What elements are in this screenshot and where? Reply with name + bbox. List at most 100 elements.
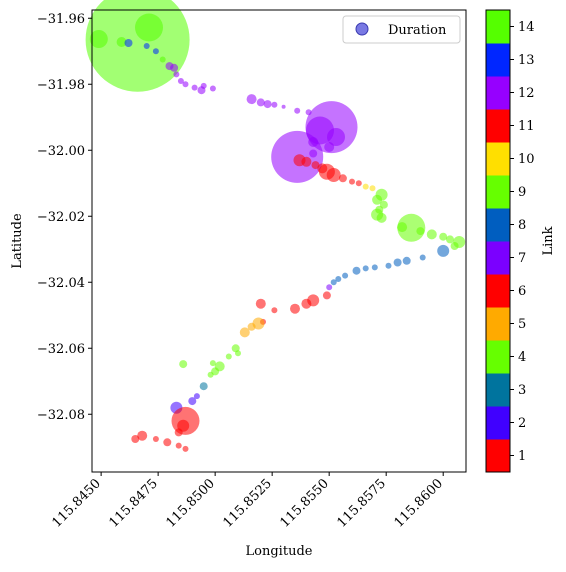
colorbar — [486, 10, 510, 473]
data-point — [173, 71, 180, 78]
data-point — [247, 322, 256, 331]
data-point — [385, 262, 392, 269]
colorbar-segment — [486, 142, 510, 176]
data-point — [349, 178, 355, 185]
y-tick-label: −32.06 — [37, 342, 85, 357]
colorbar-segment — [486, 208, 510, 242]
data-point — [135, 13, 163, 42]
data-point — [200, 82, 207, 89]
y-tick-label: −31.98 — [37, 78, 85, 93]
data-point — [322, 291, 331, 300]
data-point — [419, 254, 426, 261]
data-point — [376, 212, 387, 223]
colorbar-segment — [486, 439, 510, 473]
colorbar-tick-label: 3 — [518, 383, 526, 398]
colorbar-segment — [486, 76, 510, 110]
x-tick-label: 115.8550 — [278, 476, 332, 530]
colorbar-tick-label: 6 — [518, 284, 526, 299]
data-point — [143, 43, 150, 49]
x-tick-label: 115.8525 — [221, 476, 275, 530]
colorbar-segment — [486, 373, 510, 407]
data-point — [163, 438, 172, 447]
data-point — [397, 213, 426, 242]
data-point — [255, 298, 266, 309]
colorbar-segment — [486, 175, 510, 209]
colorbar-tick-label: 7 — [518, 251, 526, 266]
data-point — [402, 256, 411, 265]
colorbar-tick-label: 8 — [518, 218, 526, 233]
legend-label: Duration — [388, 23, 447, 38]
colorbar-segment — [486, 307, 510, 341]
data-point — [152, 48, 159, 55]
y-tick-label: −32.02 — [37, 210, 85, 225]
y-tick-label: −32.04 — [37, 276, 85, 291]
data-point — [439, 232, 448, 241]
data-point — [256, 98, 265, 107]
data-point — [450, 242, 459, 250]
colorbar-segment — [486, 109, 510, 143]
colorbar-label: Link — [541, 226, 556, 255]
colorbar-segment — [486, 340, 510, 374]
data-point — [352, 266, 361, 275]
data-point — [437, 244, 450, 257]
data-point — [246, 94, 257, 105]
data-point — [335, 276, 342, 282]
data-point — [152, 436, 159, 442]
colorbar-segment — [486, 406, 510, 440]
data-point — [235, 350, 241, 357]
data-point — [271, 307, 278, 314]
data-point — [209, 360, 216, 367]
x-tick-label: 115.8500 — [164, 476, 218, 530]
colorbar-tick-label: 12 — [518, 86, 535, 101]
data-point — [191, 84, 198, 91]
colorbar-tick-label: 2 — [518, 416, 526, 431]
colorbar-segment — [486, 43, 510, 77]
legend: Duration — [342, 15, 461, 44]
colorbar-tick-label: 10 — [518, 152, 535, 167]
colorbar-tick-label: 14 — [518, 20, 535, 35]
legend-box — [342, 15, 461, 44]
data-point — [426, 229, 437, 240]
data-point — [301, 298, 312, 309]
colorbar-tick-label: 1 — [518, 449, 526, 464]
data-point — [89, 30, 108, 48]
data-point — [371, 264, 378, 271]
data-point — [301, 156, 312, 167]
y-tick-label: −32.08 — [37, 408, 85, 423]
data-point — [116, 37, 127, 47]
x-axis-label: Longitude — [246, 544, 313, 559]
colorbar-tick-label: 4 — [518, 350, 526, 365]
data-point — [372, 194, 383, 205]
data-point — [263, 100, 272, 109]
x-tick-label: 115.8475 — [106, 476, 160, 530]
data-point — [207, 371, 214, 378]
data-point — [271, 101, 278, 108]
colorbar-segment — [486, 10, 510, 44]
data-point — [355, 180, 362, 187]
y-axis: −31.96 −31.98 −32.00 −32.02 −32.04 −32.06 −32.… — [37, 12, 92, 423]
plot-area — [85, 0, 466, 452]
data-point — [131, 435, 140, 443]
data-point — [294, 107, 301, 114]
legend-marker — [355, 22, 369, 36]
data-point — [85, 0, 190, 92]
y-tick-label: −31.96 — [37, 12, 85, 27]
data-point — [239, 327, 250, 338]
x-tick-label: 115.8600 — [392, 476, 446, 530]
colorbar-tick-label: 13 — [518, 53, 535, 68]
colorbar-tick-label: 9 — [518, 185, 526, 200]
data-point — [199, 382, 208, 391]
data-point — [362, 183, 369, 190]
x-axis: 115.8450 115.8475 115.8500 115.8525 115.8550… — [49, 472, 446, 531]
data-point — [188, 397, 197, 406]
data-point — [170, 63, 179, 72]
data-point — [309, 149, 318, 158]
data-point — [362, 265, 369, 272]
data-point — [225, 353, 232, 360]
colorbar-segment — [486, 241, 510, 275]
colorbar-segment — [486, 274, 510, 308]
data-point — [369, 185, 376, 192]
